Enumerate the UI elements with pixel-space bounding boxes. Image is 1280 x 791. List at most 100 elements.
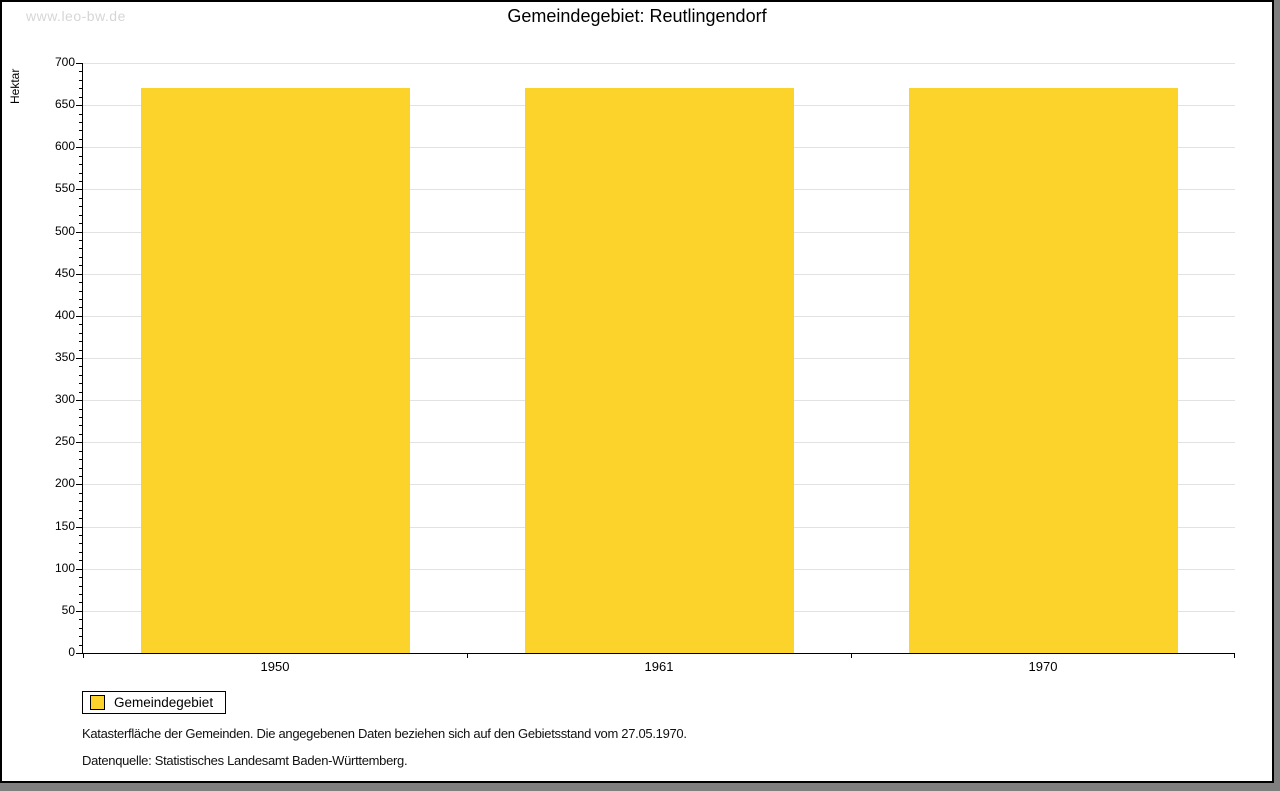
y-minor-tick: [79, 459, 83, 460]
footnote-description: Katasterfläche der Gemeinden. Die angege…: [82, 726, 687, 741]
footnote-datasource: Datenquelle: Statistisches Landesamt Bad…: [82, 753, 408, 768]
y-minor-tick: [79, 291, 83, 292]
x-category-label: 1961: [644, 659, 674, 674]
y-major-tick: [76, 358, 83, 359]
x-boundary-tick: [1234, 653, 1235, 658]
legend-swatch-icon: [90, 695, 105, 710]
y-minor-tick: [79, 628, 83, 629]
bar: [141, 88, 410, 653]
y-minor-tick: [79, 501, 83, 502]
y-tick-label: 150: [54, 519, 75, 533]
y-minor-tick: [79, 223, 83, 224]
y-minor-tick: [79, 173, 83, 174]
y-minor-tick: [79, 468, 83, 469]
y-tick-label: 300: [54, 392, 75, 406]
bar: [909, 88, 1178, 653]
y-minor-tick: [79, 383, 83, 384]
y-minor-tick: [79, 350, 83, 351]
y-minor-tick: [79, 114, 83, 115]
y-minor-tick: [79, 257, 83, 258]
y-minor-tick: [79, 476, 83, 477]
y-minor-tick: [79, 518, 83, 519]
y-minor-tick: [79, 206, 83, 207]
y-minor-tick: [79, 602, 83, 603]
y-minor-tick: [79, 324, 83, 325]
y-minor-tick: [79, 594, 83, 595]
y-major-tick: [76, 274, 83, 275]
y-minor-tick: [79, 586, 83, 587]
y-major-tick: [76, 147, 83, 148]
y-minor-tick: [79, 333, 83, 334]
y-major-tick: [76, 527, 83, 528]
y-minor-tick: [79, 425, 83, 426]
y-minor-tick: [79, 645, 83, 646]
y-minor-tick: [79, 80, 83, 81]
y-major-tick: [76, 442, 83, 443]
y-major-tick: [76, 63, 83, 64]
y-minor-tick: [79, 122, 83, 123]
y-minor-tick: [79, 282, 83, 283]
y-tick-label: 450: [54, 266, 75, 280]
y-minor-tick: [79, 299, 83, 300]
y-minor-tick: [79, 71, 83, 72]
y-gridline: [83, 63, 1235, 64]
y-tick-label: 200: [54, 476, 75, 490]
y-major-tick: [76, 653, 83, 654]
y-minor-tick: [79, 619, 83, 620]
y-minor-tick: [79, 156, 83, 157]
y-minor-tick: [79, 535, 83, 536]
y-minor-tick: [79, 181, 83, 182]
y-minor-tick: [79, 451, 83, 452]
y-minor-tick: [79, 88, 83, 89]
y-tick-label: 350: [54, 350, 75, 364]
bar: [525, 88, 794, 653]
plot-area: 0 50 100 150 200 250 300 350 400 450 500 550 600 650 7…: [55, 55, 1235, 674]
y-minor-tick: [79, 248, 83, 249]
y-tick-label: 650: [54, 97, 75, 111]
y-minor-tick: [79, 164, 83, 165]
y-minor-tick: [79, 636, 83, 637]
y-minor-tick: [79, 366, 83, 367]
chart-title: Gemeindegebiet: Reutlingendorf: [507, 6, 767, 26]
y-axis-title: Hektar: [8, 68, 22, 104]
watermark-text: www.leo-bw.de: [26, 8, 126, 24]
x-category-label: 1950: [260, 659, 290, 674]
y-minor-tick: [79, 97, 83, 98]
y-tick-label: 250: [54, 434, 75, 448]
y-minor-tick: [79, 341, 83, 342]
y-tick-label: 550: [54, 181, 75, 195]
y-minor-tick: [79, 307, 83, 308]
y-minor-tick: [79, 240, 83, 241]
y-tick-label: 500: [54, 224, 75, 238]
x-boundary-tick: [467, 653, 468, 658]
y-tick-label: 0: [68, 645, 75, 659]
y-major-tick: [76, 232, 83, 233]
y-minor-tick: [79, 409, 83, 410]
x-category-label: 1970: [1028, 659, 1058, 674]
y-minor-tick: [79, 375, 83, 376]
y-major-tick: [76, 569, 83, 570]
y-minor-tick: [79, 139, 83, 140]
y-tick-label: 600: [54, 139, 75, 153]
y-minor-tick: [79, 493, 83, 494]
y-major-tick: [76, 611, 83, 612]
y-minor-tick: [79, 552, 83, 553]
y-major-tick: [76, 316, 83, 317]
y-minor-tick: [79, 577, 83, 578]
y-tick-label: 400: [54, 308, 75, 322]
y-tick-label: 50: [61, 603, 75, 617]
y-major-tick: [76, 189, 83, 190]
y-minor-tick: [79, 417, 83, 418]
y-minor-tick: [79, 434, 83, 435]
y-tick-label: 700: [54, 55, 75, 69]
y-minor-tick: [79, 510, 83, 511]
y-minor-tick: [79, 543, 83, 544]
y-minor-tick: [79, 215, 83, 216]
y-major-tick: [76, 105, 83, 106]
y-minor-tick: [79, 560, 83, 561]
y-major-tick: [76, 400, 83, 401]
y-major-tick: [76, 484, 83, 485]
x-boundary-tick: [851, 653, 852, 658]
